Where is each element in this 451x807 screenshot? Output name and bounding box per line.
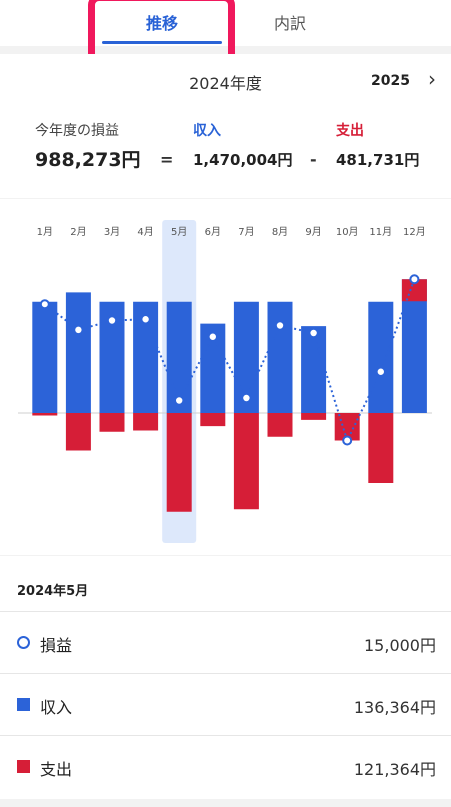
expense-legend-icon bbox=[17, 760, 30, 773]
detail-name: 支出 bbox=[40, 760, 73, 779]
expense-bar bbox=[368, 413, 394, 483]
expense-bar bbox=[65, 413, 91, 451]
expense-bar bbox=[133, 413, 159, 431]
profit-legend-icon bbox=[17, 636, 30, 649]
chart-card: 1月 2月 3月 4月 5月 6月 7月 8月 9月 10月 11月 12月 bbox=[0, 199, 451, 555]
detail-row-profit: 損益 15,000円 bbox=[0, 611, 451, 673]
month-label: 1月 bbox=[37, 226, 53, 238]
expense-bar bbox=[301, 413, 327, 420]
month-label: 10月 bbox=[336, 226, 359, 238]
profit-point bbox=[108, 317, 116, 324]
detail-value: 121,364円 bbox=[353, 760, 436, 779]
monthly-chart[interactable]: 1月 2月 3月 4月 5月 6月 7月 8月 9月 10月 11月 12月 bbox=[0, 199, 451, 555]
month-label: 2月 bbox=[70, 226, 86, 238]
income-bar bbox=[166, 301, 192, 413]
active-tab-indicator bbox=[102, 41, 222, 44]
month-label: 6月 bbox=[205, 226, 221, 238]
expense-bar bbox=[233, 413, 259, 510]
chevron-right-icon[interactable]: › bbox=[428, 67, 436, 91]
detail-row-income: 収入 136,364円 bbox=[0, 673, 451, 735]
profit-point bbox=[243, 394, 250, 402]
profit-line bbox=[44, 278, 416, 444]
summary-card: 2024年度 2025 › 今年度の損益 988,273円 = 収入 1,470… bbox=[0, 54, 451, 198]
equals-sign: = bbox=[160, 150, 174, 169]
month-label: 8月 bbox=[272, 226, 288, 238]
profit-point bbox=[75, 326, 82, 334]
income-bar bbox=[233, 301, 259, 413]
detail-row-expense: 支出 121,364円 bbox=[0, 735, 451, 797]
expense-value: 481,731円 bbox=[336, 151, 420, 169]
profit-point bbox=[310, 329, 317, 337]
detail-name: 収入 bbox=[40, 698, 73, 717]
income-label: 収入 bbox=[193, 123, 221, 139]
month-label: 3月 bbox=[104, 226, 120, 238]
expense-bar bbox=[200, 413, 226, 427]
profit-point bbox=[276, 322, 284, 329]
profit-point bbox=[342, 435, 353, 446]
income-bar bbox=[65, 292, 91, 413]
month-label: 11月 bbox=[369, 226, 392, 238]
profit-point bbox=[409, 274, 420, 285]
next-year-button[interactable]: 2025 bbox=[371, 73, 410, 89]
month-label: 4月 bbox=[137, 226, 153, 238]
income-bar bbox=[267, 301, 293, 413]
expense-label: 支出 bbox=[336, 123, 364, 139]
month-label: 7月 bbox=[238, 226, 254, 238]
income-bar bbox=[301, 326, 327, 413]
detail-name: 損益 bbox=[40, 636, 73, 655]
month-label: 5月 bbox=[171, 226, 187, 238]
profit-point bbox=[39, 299, 50, 310]
profit-point bbox=[142, 316, 149, 323]
expense-bar bbox=[267, 413, 293, 437]
tab-breakdown[interactable]: 内訳 bbox=[273, 14, 306, 33]
income-legend-icon bbox=[17, 698, 30, 711]
income-value: 1,470,004円 bbox=[193, 151, 293, 169]
expense-bar bbox=[401, 279, 427, 302]
profit-label: 今年度の損益 bbox=[35, 123, 119, 139]
profit-value: 988,273円 bbox=[35, 149, 141, 171]
tab-trend[interactable]: 推移 bbox=[145, 14, 178, 33]
minus-sign: - bbox=[310, 150, 317, 169]
month-title: 2024年5月 bbox=[17, 584, 89, 599]
month-label: 9月 bbox=[305, 226, 321, 238]
profit-point bbox=[209, 333, 216, 340]
detail-value: 15,000円 bbox=[364, 636, 436, 655]
profit-point bbox=[377, 368, 384, 375]
expense-bar bbox=[99, 413, 125, 432]
expense-bar bbox=[32, 413, 58, 416]
profit-point bbox=[176, 397, 183, 404]
month-details: 2024年5月 損益 15,000円 収入 136,364円 支出 121,36… bbox=[0, 556, 451, 799]
expense-bar bbox=[166, 413, 192, 512]
income-bar bbox=[401, 279, 427, 413]
tab-bar: 推移 内訳 bbox=[0, 0, 451, 66]
income-bar bbox=[32, 301, 58, 413]
detail-value: 136,364円 bbox=[353, 698, 436, 717]
income-bar bbox=[368, 301, 394, 413]
month-label: 12月 bbox=[403, 226, 426, 238]
year-title: 2024年度 bbox=[189, 74, 262, 93]
